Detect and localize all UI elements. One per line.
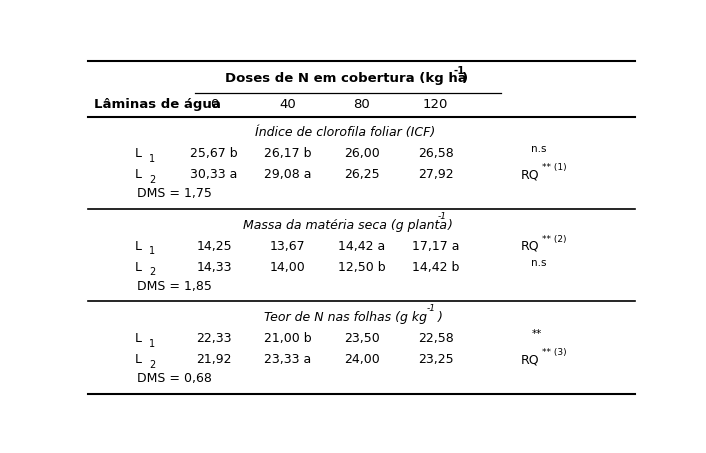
- Text: 26,17 b: 26,17 b: [264, 147, 312, 160]
- Text: Teor de N nas folhas (g kg: Teor de N nas folhas (g kg: [264, 311, 427, 324]
- Text: n.s: n.s: [532, 258, 547, 268]
- Text: 13,67: 13,67: [270, 240, 306, 253]
- Text: 14,00: 14,00: [270, 260, 306, 274]
- Text: 1: 1: [149, 154, 155, 164]
- Text: 26,25: 26,25: [344, 168, 380, 181]
- Text: RQ: RQ: [520, 240, 539, 253]
- Text: 2: 2: [149, 267, 155, 277]
- Text: RQ: RQ: [520, 353, 539, 366]
- Text: 22,58: 22,58: [418, 332, 453, 345]
- Text: 2: 2: [149, 175, 155, 185]
- Text: 2: 2: [149, 360, 155, 370]
- Text: 12,50 b: 12,50 b: [338, 260, 385, 274]
- Text: 14,42 a: 14,42 a: [338, 240, 385, 253]
- Text: Índice de clorofila foliar (ICF): Índice de clorofila foliar (ICF): [256, 126, 436, 140]
- Text: 26,00: 26,00: [344, 147, 380, 160]
- Text: Massa da matéria seca (g planta: Massa da matéria seca (g planta: [244, 219, 448, 232]
- Text: -1: -1: [437, 212, 446, 221]
- Text: L: L: [135, 260, 142, 274]
- Text: 1: 1: [149, 246, 155, 256]
- Text: ): ): [437, 311, 442, 324]
- Text: 26,58: 26,58: [418, 147, 453, 160]
- Text: -1: -1: [426, 304, 436, 313]
- Text: L: L: [135, 168, 142, 181]
- Text: L: L: [135, 147, 142, 160]
- Text: -1: -1: [454, 66, 465, 76]
- Text: 24,00: 24,00: [344, 353, 380, 366]
- Text: 14,42 b: 14,42 b: [412, 260, 460, 274]
- Text: n.s: n.s: [532, 144, 547, 154]
- Text: L: L: [135, 332, 142, 345]
- Text: 14,25: 14,25: [196, 240, 232, 253]
- Text: 1: 1: [149, 339, 155, 349]
- Text: ): ): [448, 219, 453, 232]
- Text: 23,25: 23,25: [418, 353, 453, 366]
- Text: **: **: [532, 329, 542, 339]
- Text: ** (3): ** (3): [542, 348, 567, 357]
- Text: 30,33 a: 30,33 a: [191, 168, 238, 181]
- Text: Doses de N em cobertura (kg ha: Doses de N em cobertura (kg ha: [225, 72, 466, 85]
- Text: ** (1): ** (1): [542, 163, 567, 172]
- Text: DMS = 1,75: DMS = 1,75: [138, 188, 213, 200]
- Text: L: L: [135, 353, 142, 366]
- Text: 22,33: 22,33: [196, 332, 232, 345]
- Text: 21,00 b: 21,00 b: [264, 332, 312, 345]
- Text: 23,50: 23,50: [344, 332, 380, 345]
- Text: L: L: [135, 240, 142, 253]
- Text: DMS = 0,68: DMS = 0,68: [138, 372, 213, 385]
- Text: 27,92: 27,92: [418, 168, 453, 181]
- Text: RQ: RQ: [520, 168, 539, 181]
- Text: 14,33: 14,33: [196, 260, 232, 274]
- Text: 21,92: 21,92: [196, 353, 232, 366]
- Text: DMS = 1,85: DMS = 1,85: [138, 280, 213, 293]
- Text: 29,08 a: 29,08 a: [264, 168, 312, 181]
- Text: 120: 120: [423, 98, 448, 111]
- Text: 40: 40: [280, 98, 297, 111]
- Text: 25,67 b: 25,67 b: [191, 147, 238, 160]
- Text: 80: 80: [354, 98, 370, 111]
- Text: ** (2): ** (2): [542, 235, 567, 244]
- Text: ): ): [462, 72, 468, 85]
- Text: 23,33 a: 23,33 a: [264, 353, 311, 366]
- Text: 17,17 a: 17,17 a: [412, 240, 460, 253]
- Text: Lâminas de água: Lâminas de água: [94, 98, 220, 111]
- Text: 0: 0: [210, 98, 218, 111]
